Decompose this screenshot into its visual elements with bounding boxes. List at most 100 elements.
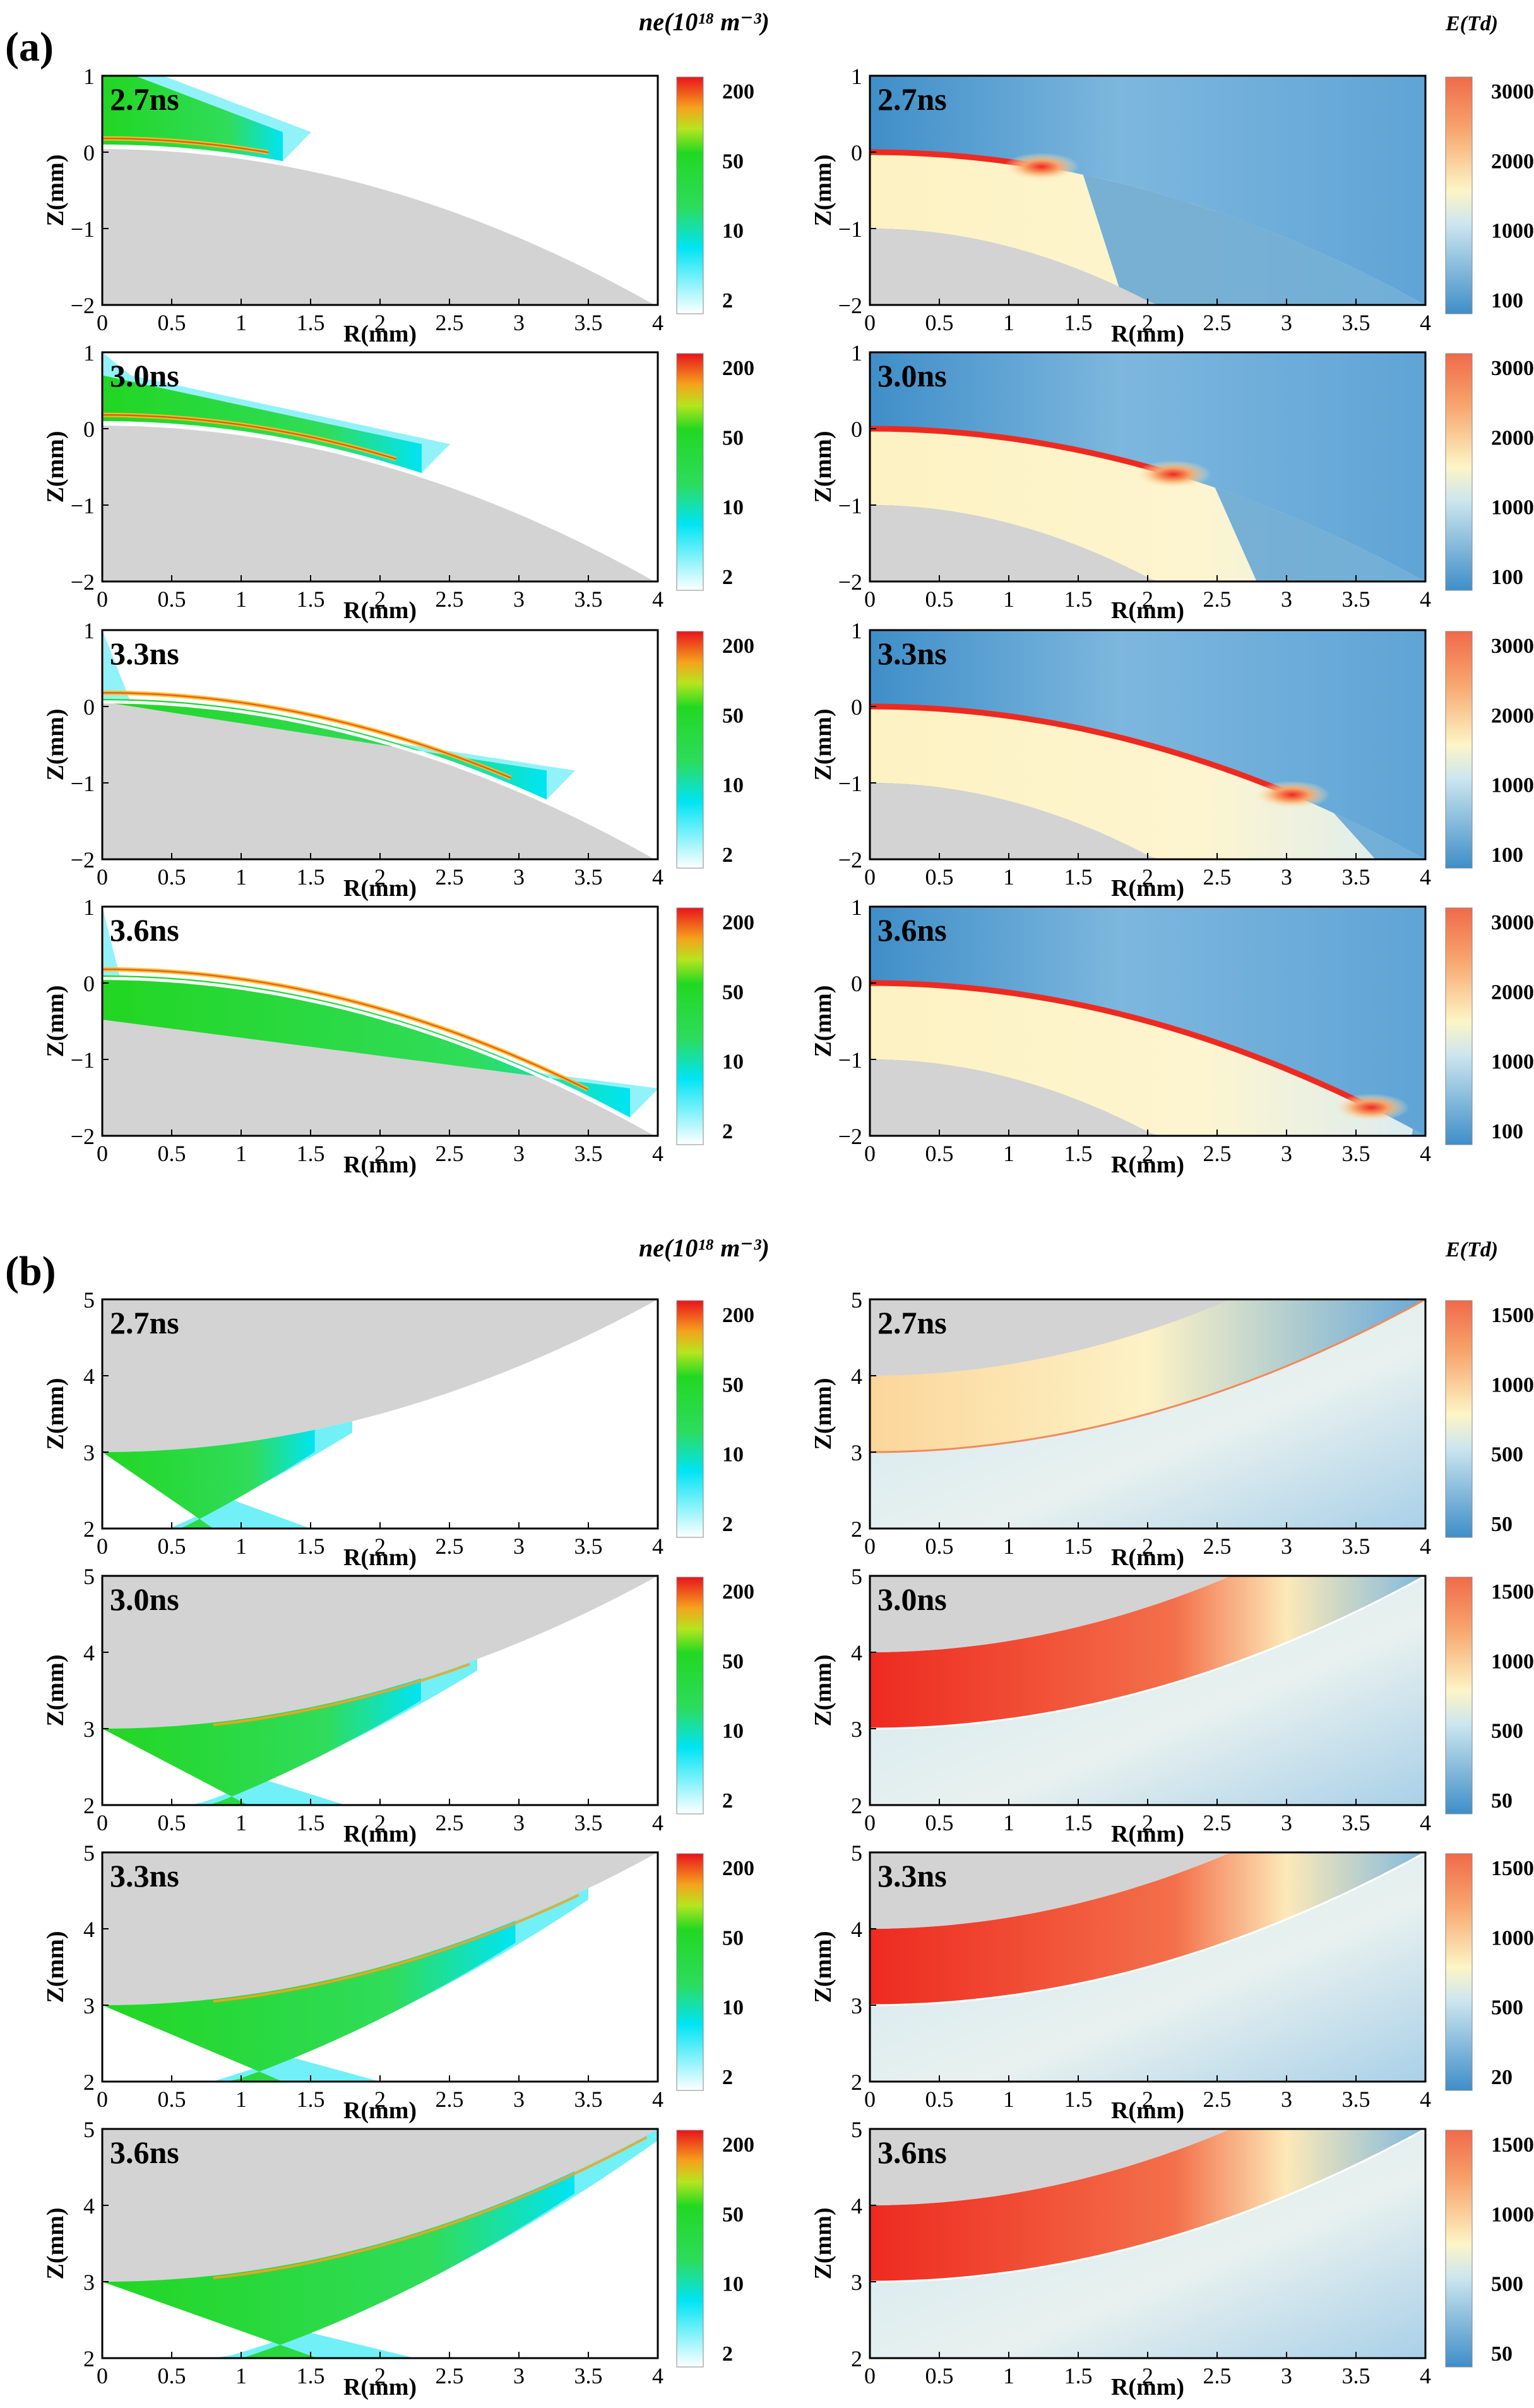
panel-a-e-y-tick-label: 0 xyxy=(851,417,862,442)
panel-b-ne-x-axis-label: R(mm) xyxy=(343,1544,417,1571)
ne-channel xyxy=(213,1662,470,1726)
panel-b-e-x-tick-label: 0.5 xyxy=(925,2087,954,2112)
panel-b-ne-x-tick-label: 4 xyxy=(652,2363,663,2388)
panel-b-ne-x-tick-label: 2.5 xyxy=(436,1534,464,1559)
panel-b-ne-time-label: 3.6ns xyxy=(110,2135,179,2170)
dielectric-region xyxy=(102,2129,658,2282)
panel-a-e-colorbar-tick: 1000 xyxy=(1491,220,1534,243)
panel-grid: 0 0.5 1 1.5 2 2.5 3 3.5 4R(mm)10−1−2Z(mm)2.7ns 20… xyxy=(42,8,1534,2400)
panel-a-ne-x-axis-label: R(mm) xyxy=(343,1152,417,1178)
panel-a-ne-x-tick-label: 2.5 xyxy=(436,864,464,890)
panel-b-e-colorbar-tick: 1000 xyxy=(1491,1373,1534,1397)
panel-a-ne-y-axis-label: Z(mm) xyxy=(42,709,69,781)
field-dielectric-layer xyxy=(870,706,1425,859)
panel-b-e-y-tick-label: 5 xyxy=(851,1564,862,1589)
panel-a-e-x-tick-label: 2 xyxy=(1142,1141,1153,1166)
panel-b-e-colorbar-tick: 500 xyxy=(1491,1720,1523,1743)
panel-b-e-colorbar-tick: 50 xyxy=(1491,1789,1513,1813)
panel-a-ne-x-tick-label: 2 xyxy=(374,587,386,612)
panel-b-ne-time-label: 3.0ns xyxy=(110,1582,179,1617)
panel-a-ne-x-tick-label: 0.5 xyxy=(158,1141,186,1166)
panel-a-e-time-label: 3.3ns xyxy=(877,636,947,671)
panel-b-ne-x-tick-label: 2 xyxy=(374,1810,386,1835)
panel-a-ne-y-tick-label: 0 xyxy=(83,694,95,720)
panel-b-e-x-tick-label: 2 xyxy=(1142,2087,1153,2112)
panel-a-ne-x-tick-label: 1 xyxy=(235,587,247,612)
ne-channel-core xyxy=(102,691,512,779)
panel-a-e-x-axis-label: R(mm) xyxy=(1111,597,1184,624)
panel-b-e-colorbar-tick: 50 xyxy=(1491,2342,1513,2366)
panel-b-ne-3: 0 0.5 1 1.5 2 2.5 3 3.5 4 R(mm) 5 4 3 2 Z(mm) 3.6ns 200 5… xyxy=(42,2117,754,2400)
panel-b-ne-colorbar xyxy=(676,2130,704,2368)
panel-a-e-x-tick-label: 0.5 xyxy=(925,864,954,890)
panel-a-ne-x-tick-label: 0 xyxy=(97,310,108,335)
panel-a-e-x-axis-label: R(mm) xyxy=(1111,875,1184,902)
panel-a-e-colorbar-tick: 100 xyxy=(1491,1120,1523,1143)
panel-a-e-x-tick-label: 2 xyxy=(1142,310,1153,335)
panel-b-ne-y-axis-label: Z(mm) xyxy=(42,1378,69,1450)
panel-b-e-colorbar-tick: 20 xyxy=(1491,2066,1513,2089)
panel-a-ne-y-tick-label: 0 xyxy=(83,417,95,442)
panel-a-ne-time-label: 2.7ns xyxy=(110,81,179,117)
ne-colorbar-title-b: ne(10¹⁸ m⁻³) xyxy=(639,1234,770,1262)
panel-a-ne-x-tick-label: 0 xyxy=(97,587,108,612)
field-surface-line xyxy=(869,2128,1426,2283)
dielectric-region xyxy=(102,701,658,859)
panel-b-ne-colorbar xyxy=(676,1853,704,2091)
surface-gap xyxy=(102,700,659,861)
field-electrode xyxy=(870,1852,1231,1929)
panel-a-ne-time-label: 3.0ns xyxy=(110,358,179,393)
panel-b-ne-x-tick-label: 0.5 xyxy=(158,1810,186,1835)
panel-a-ne-colorbar xyxy=(676,631,704,869)
ne-channel xyxy=(213,1893,580,2003)
panel-b-e-y-tick-label: 4 xyxy=(851,1364,862,1389)
panel-a-ne-colorbar-tick: 2 xyxy=(722,566,733,589)
panel-a-e-x-tick-label: 2.5 xyxy=(1203,310,1232,335)
panel-a-ne-y-tick-label: −2 xyxy=(71,293,95,318)
panel-a-e-colorbar-tick: 2000 xyxy=(1491,150,1534,173)
panel-b-e-x-tick-label: 3.5 xyxy=(1342,2087,1370,2112)
panel-a-ne-x-tick-label: 0.5 xyxy=(158,864,186,890)
panel-a-e-y-tick-label: 1 xyxy=(851,895,862,920)
panel-a-ne-y-tick-label: 0 xyxy=(83,971,95,996)
panel-b-e-y-tick-label: 5 xyxy=(851,1287,862,1313)
panel-b-e-x-tick-label: 3 xyxy=(1281,2087,1292,2112)
panel-b-ne-colorbar-tick: 10 xyxy=(722,2273,744,2296)
panel-a-e-time-label: 3.0ns xyxy=(877,358,947,393)
panel-b-ne-colorbar-tick: 200 xyxy=(722,2133,754,2157)
panel-a-e-x-tick-label: 3.5 xyxy=(1342,864,1370,890)
panel-a-ne-y-tick-label: 1 xyxy=(83,895,95,920)
panel-a-e-x-tick-label: 0.5 xyxy=(925,310,954,335)
panel-a-ne-colorbar-tick: 2 xyxy=(722,289,733,313)
panel-a-e-x-axis-label: R(mm) xyxy=(1111,321,1184,347)
panel-b-e-colorbar xyxy=(1445,1300,1473,1538)
panel-b-e-x-tick-label: 3 xyxy=(1281,1810,1292,1835)
panel-a-e-y-axis-label: Z(mm) xyxy=(810,155,836,227)
panel-a-ne-x-tick-label: 3 xyxy=(513,310,525,335)
panel-a-ne-0: 0 0.5 1 1.5 2 2.5 3 3.5 4R(mm)10−1−2Z(mm)2.7ns 20… xyxy=(42,64,754,347)
panel-b-ne-x-tick-label: 1 xyxy=(235,1534,247,1559)
panel-b-e-x-axis-label: R(mm) xyxy=(1111,2374,1184,2400)
panel-a-ne-colorbar-tick: 2 xyxy=(722,843,733,867)
panel-a-e-x-tick-label: 2 xyxy=(1142,864,1153,890)
panel-b-ne-x-axis-label: R(mm) xyxy=(343,2097,417,2124)
panel-a-ne-x-tick-label: 2 xyxy=(374,864,386,890)
panel-b-e-colorbar-tick: 50 xyxy=(1491,1513,1513,1536)
panel-b-e-x-axis-label: R(mm) xyxy=(1111,1544,1184,1571)
panel-b-ne-x-tick-label: 1.5 xyxy=(297,1810,325,1835)
panel-b-e-colorbar xyxy=(1445,1577,1473,1815)
panel-a-ne-x-tick-label: 3.5 xyxy=(574,587,603,612)
panel-b-e-colorbar-tick: 1000 xyxy=(1491,1650,1534,1673)
panel-a-ne-3: 0 0.5 1 1.5 2 2.5 3 3.5 4R(mm)10−1−2Z(mm)3.6ns 20… xyxy=(42,895,754,1178)
panel-a-ne-1: 0 0.5 1 1.5 2 2.5 3 3.5 4R(mm)10−1−2Z(mm)3.0ns 20… xyxy=(42,340,754,624)
panel-a-ne-x-axis-label: R(mm) xyxy=(343,321,417,347)
field-electrode xyxy=(870,783,1231,859)
panel-b-ne-y-tick-label: 5 xyxy=(83,1564,95,1589)
panel-b-ne-y-tick-label: 3 xyxy=(83,1993,95,2018)
panel-a-e-y-axis-label: Z(mm) xyxy=(810,709,836,781)
panel-a-e-x-tick-label: 1.5 xyxy=(1064,864,1093,890)
field-dielectric-layer xyxy=(870,1299,1425,1452)
e-colorbar-title-a: E(Td) xyxy=(1445,12,1498,35)
field-electrode xyxy=(870,229,1231,305)
